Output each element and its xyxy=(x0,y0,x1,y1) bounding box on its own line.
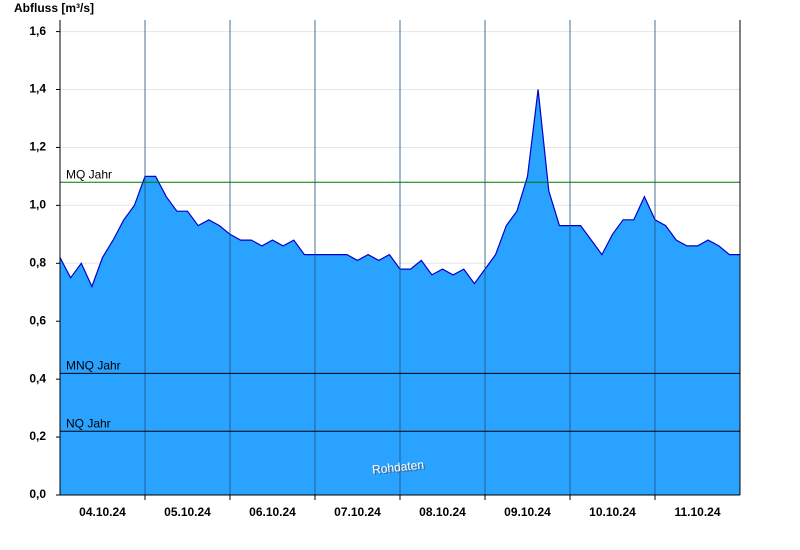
y-tick-label: 1,4 xyxy=(29,82,46,96)
y-tick-label: 0,2 xyxy=(29,429,46,443)
y-tick-label: 0,4 xyxy=(29,371,46,385)
y-tick-label: 0,0 xyxy=(29,487,46,501)
x-tick-label: 08.10.24 xyxy=(419,505,466,519)
reference-label: NQ Jahr xyxy=(66,416,111,430)
reference-label: MQ Jahr xyxy=(66,167,112,181)
y-tick-label: 1,0 xyxy=(29,198,46,212)
x-tick-label: 06.10.24 xyxy=(249,505,296,519)
y-tick-label: 0,8 xyxy=(29,255,46,269)
x-tick-label: 11.10.24 xyxy=(674,505,720,519)
watermark-shadow: Rohdaten xyxy=(373,459,426,478)
y-tick-label: 0,6 xyxy=(29,313,46,327)
x-tick-label: 10.10.24 xyxy=(589,505,636,519)
reference-label: MNQ Jahr xyxy=(66,359,121,373)
x-tick-label: 05.10.24 xyxy=(164,505,211,519)
y-tick-label: 1,6 xyxy=(29,24,46,38)
x-tick-label: 07.10.24 xyxy=(334,505,381,519)
watermark: Rohdaten xyxy=(371,457,424,476)
x-tick-label: 09.10.24 xyxy=(504,505,551,519)
y-axis-title: Abfluss [m³/s] xyxy=(14,1,94,15)
y-tick-label: 1,2 xyxy=(29,140,46,154)
x-tick-label: 04.10.24 xyxy=(79,505,126,519)
